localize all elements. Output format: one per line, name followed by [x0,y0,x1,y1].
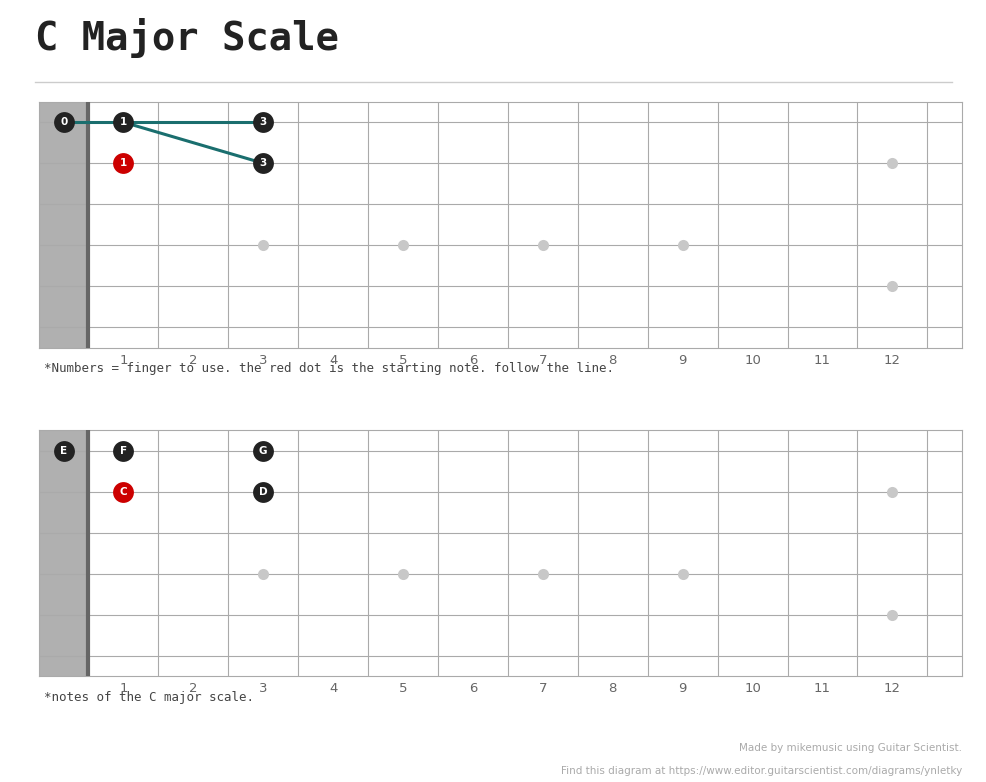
Text: Made by mikemusic using Guitar Scientist.: Made by mikemusic using Guitar Scientist… [739,743,961,753]
Text: C: C [119,486,127,497]
Text: G: G [258,446,267,456]
Text: Find this diagram at https://www.editor.guitarscientist.com/diagrams/ynletky: Find this diagram at https://www.editor.… [560,766,961,777]
Text: 1: 1 [119,117,127,127]
Bar [39,430,89,676]
Text: E: E [60,446,67,456]
Text: *Numbers = finger to use. the red dot is the starting note. follow the line.: *Numbers = finger to use. the red dot is… [44,362,613,375]
Text: 3: 3 [259,117,266,127]
Text: F: F [119,446,127,456]
Text: C Major Scale: C Major Scale [35,18,338,58]
Text: 0: 0 [60,117,67,127]
Text: D: D [258,486,267,497]
Text: 1: 1 [119,158,127,168]
Bar [39,102,89,348]
Text: *notes of the C major scale.: *notes of the C major scale. [44,691,253,704]
Text: 3: 3 [259,158,266,168]
